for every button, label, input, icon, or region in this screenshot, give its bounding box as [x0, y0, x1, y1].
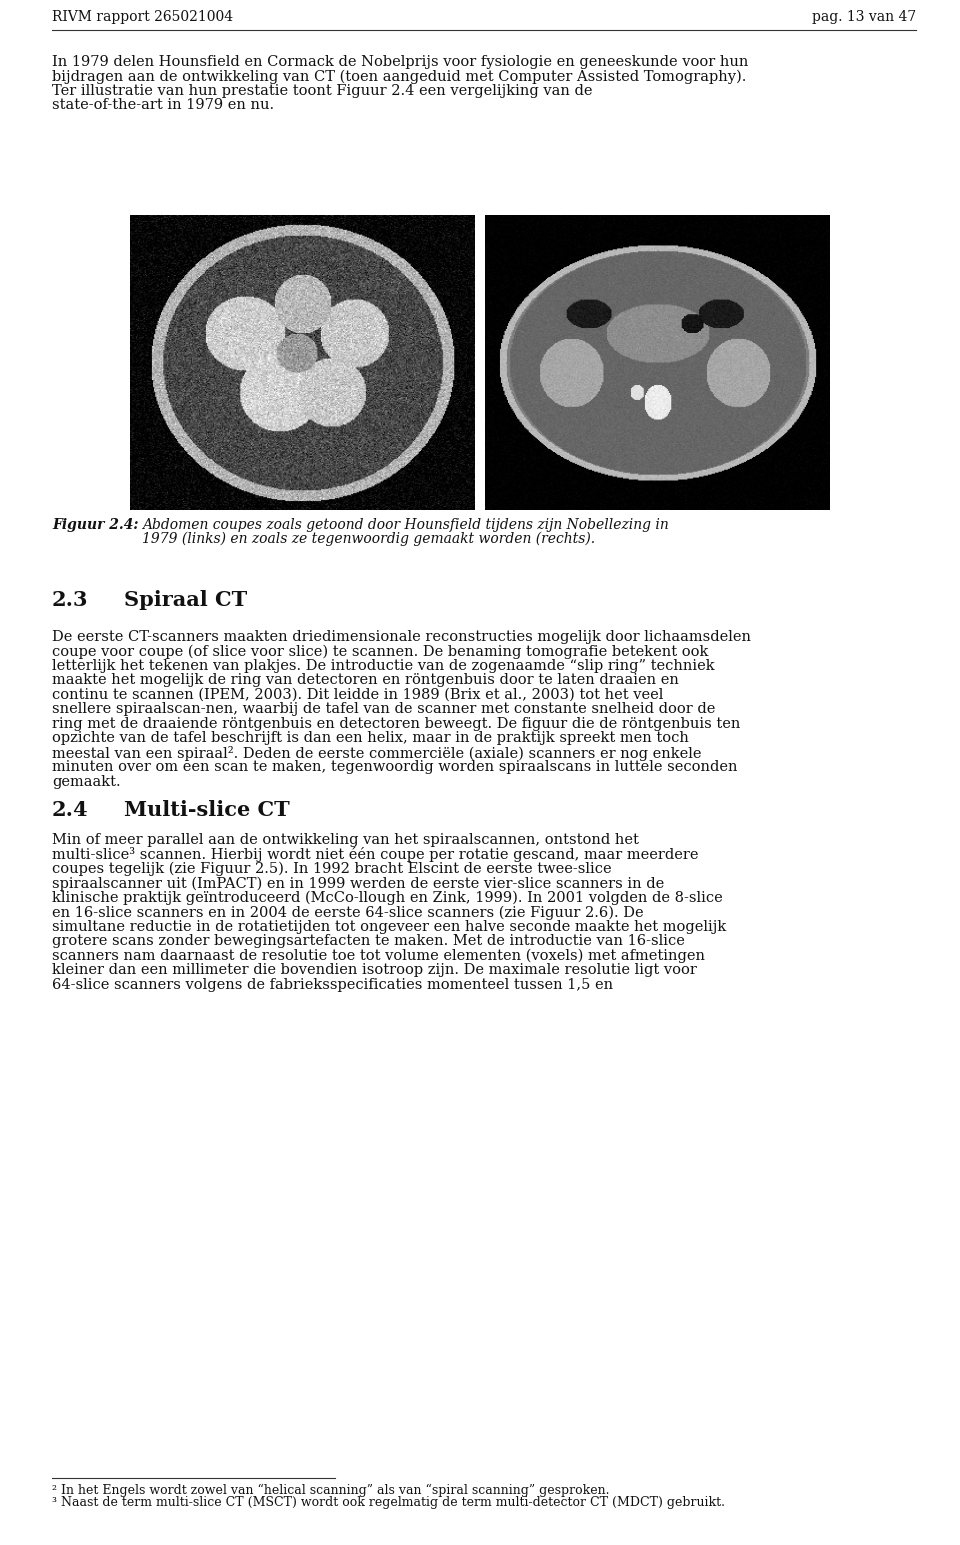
Text: In 1979 delen Hounsfield en Cormack de Nobelprijs voor fysiologie en geneeskunde: In 1979 delen Hounsfield en Cormack de N…	[52, 56, 749, 70]
Text: 1979 (links) en zoals ze tegenwoordig gemaakt worden (rechts).: 1979 (links) en zoals ze tegenwoordig ge…	[142, 531, 595, 547]
Text: continu te scannen (IPEM, 2003). Dit leidde in 1989 (Brix et al., 2003) tot het : continu te scannen (IPEM, 2003). Dit lei…	[52, 688, 663, 701]
Text: Ter illustratie van hun prestatie toont Figuur 2.4 een vergelijking van de: Ter illustratie van hun prestatie toont …	[52, 83, 592, 97]
Text: minuten over om een scan te maken, tegenwoordig worden spiraalscans in luttele s: minuten over om een scan te maken, tegen…	[52, 760, 737, 774]
Text: 2.3: 2.3	[52, 590, 88, 610]
Text: klinische praktijk geïntroduceerd (McCo-llough en Zink, 1999). In 2001 volgden d: klinische praktijk geïntroduceerd (McCo-…	[52, 891, 723, 905]
Text: scanners nam daarnaast de resolutie toe tot volume elementen (voxels) met afmeti: scanners nam daarnaast de resolutie toe …	[52, 949, 705, 963]
Text: simultane reductie in de rotatietijden tot ongeveer een halve seconde maakte het: simultane reductie in de rotatietijden t…	[52, 919, 727, 933]
Text: opzichte van de tafel beschrijft is dan een helix, maar in de praktijk spreekt m: opzichte van de tafel beschrijft is dan …	[52, 731, 689, 745]
Text: ring met de draaiende röntgenbuis en detectoren beweegt. De figuur die de röntge: ring met de draaiende röntgenbuis en det…	[52, 717, 740, 731]
Text: coupes tegelijk (zie Figuur 2.5). In 1992 bracht Elscint de eerste twee-slice: coupes tegelijk (zie Figuur 2.5). In 199…	[52, 862, 612, 876]
Text: Min of meer parallel aan de ontwikkeling van het spiraalscannen, ontstond het: Min of meer parallel aan de ontwikkeling…	[52, 833, 638, 847]
Text: gemaakt.: gemaakt.	[52, 776, 121, 789]
Text: kleiner dan een millimeter die bovendien isotroop zijn. De maximale resolutie li: kleiner dan een millimeter die bovendien…	[52, 963, 697, 978]
Text: bijdragen aan de ontwikkeling van CT (toen aangeduid met Computer Assisted Tomog: bijdragen aan de ontwikkeling van CT (to…	[52, 70, 746, 83]
Text: Abdomen coupes zoals getoond door Hounsfield tijdens zijn Nobellezing in: Abdomen coupes zoals getoond door Hounsf…	[142, 518, 669, 531]
Text: meestal van een spiraal². Deden de eerste commerciële (axiale) scanners er nog e: meestal van een spiraal². Deden de eerst…	[52, 746, 702, 762]
Text: grotere scans zonder bewegingsartefacten te maken. Met de introductie van 16-sli: grotere scans zonder bewegingsartefacten…	[52, 935, 684, 949]
Text: coupe voor coupe (of slice voor slice) te scannen. De benaming tomografie beteke: coupe voor coupe (of slice voor slice) t…	[52, 644, 708, 658]
Text: en 16-slice scanners en in 2004 de eerste 64-slice scanners (zie Figuur 2.6). De: en 16-slice scanners en in 2004 de eerst…	[52, 905, 643, 919]
Text: pag. 13 van 47: pag. 13 van 47	[812, 9, 916, 25]
Text: De eerste CT-scanners maakten driedimensionale reconstructies mogelijk door lich: De eerste CT-scanners maakten driedimens…	[52, 630, 751, 644]
Text: multi-slice³ scannen. Hierbij wordt niet één coupe per rotatie gescand, maar mee: multi-slice³ scannen. Hierbij wordt niet…	[52, 847, 699, 862]
Text: Multi-slice CT: Multi-slice CT	[124, 800, 290, 820]
Text: state-of-the-art in 1979 en nu.: state-of-the-art in 1979 en nu.	[52, 99, 275, 113]
Text: 2.4: 2.4	[52, 800, 88, 820]
Text: 64-slice scanners volgens de fabrieksspecificaties momenteel tussen 1,5 en: 64-slice scanners volgens de fabrieksspe…	[52, 978, 613, 992]
Text: maakte het mogelijk de ring van detectoren en röntgenbuis door te laten draaien : maakte het mogelijk de ring van detector…	[52, 674, 679, 688]
Text: Spiraal CT: Spiraal CT	[124, 590, 248, 610]
Text: spiraalscanner uit (ImPACT) en in 1999 werden de eerste vier-slice scanners in d: spiraalscanner uit (ImPACT) en in 1999 w…	[52, 876, 664, 891]
Text: snellere spiraalscan-nen, waarbij de tafel van de scanner met constante snelheid: snellere spiraalscan-nen, waarbij de taf…	[52, 703, 715, 717]
Text: Figuur 2.4:: Figuur 2.4:	[52, 518, 138, 531]
Text: RIVM rapport 265021004: RIVM rapport 265021004	[52, 9, 233, 25]
Text: ² In het Engels wordt zowel van “helical scanning” als van “spiral scanning” ges: ² In het Engels wordt zowel van “helical…	[52, 1485, 610, 1497]
Text: letterlijk het tekenen van plakjes. De introductie van de zogenaamde “slip ring”: letterlijk het tekenen van plakjes. De i…	[52, 660, 714, 674]
Text: ³ Naast de term multi-slice CT (MSCT) wordt ook regelmatig de term multi-detecto: ³ Naast de term multi-slice CT (MSCT) wo…	[52, 1496, 725, 1509]
